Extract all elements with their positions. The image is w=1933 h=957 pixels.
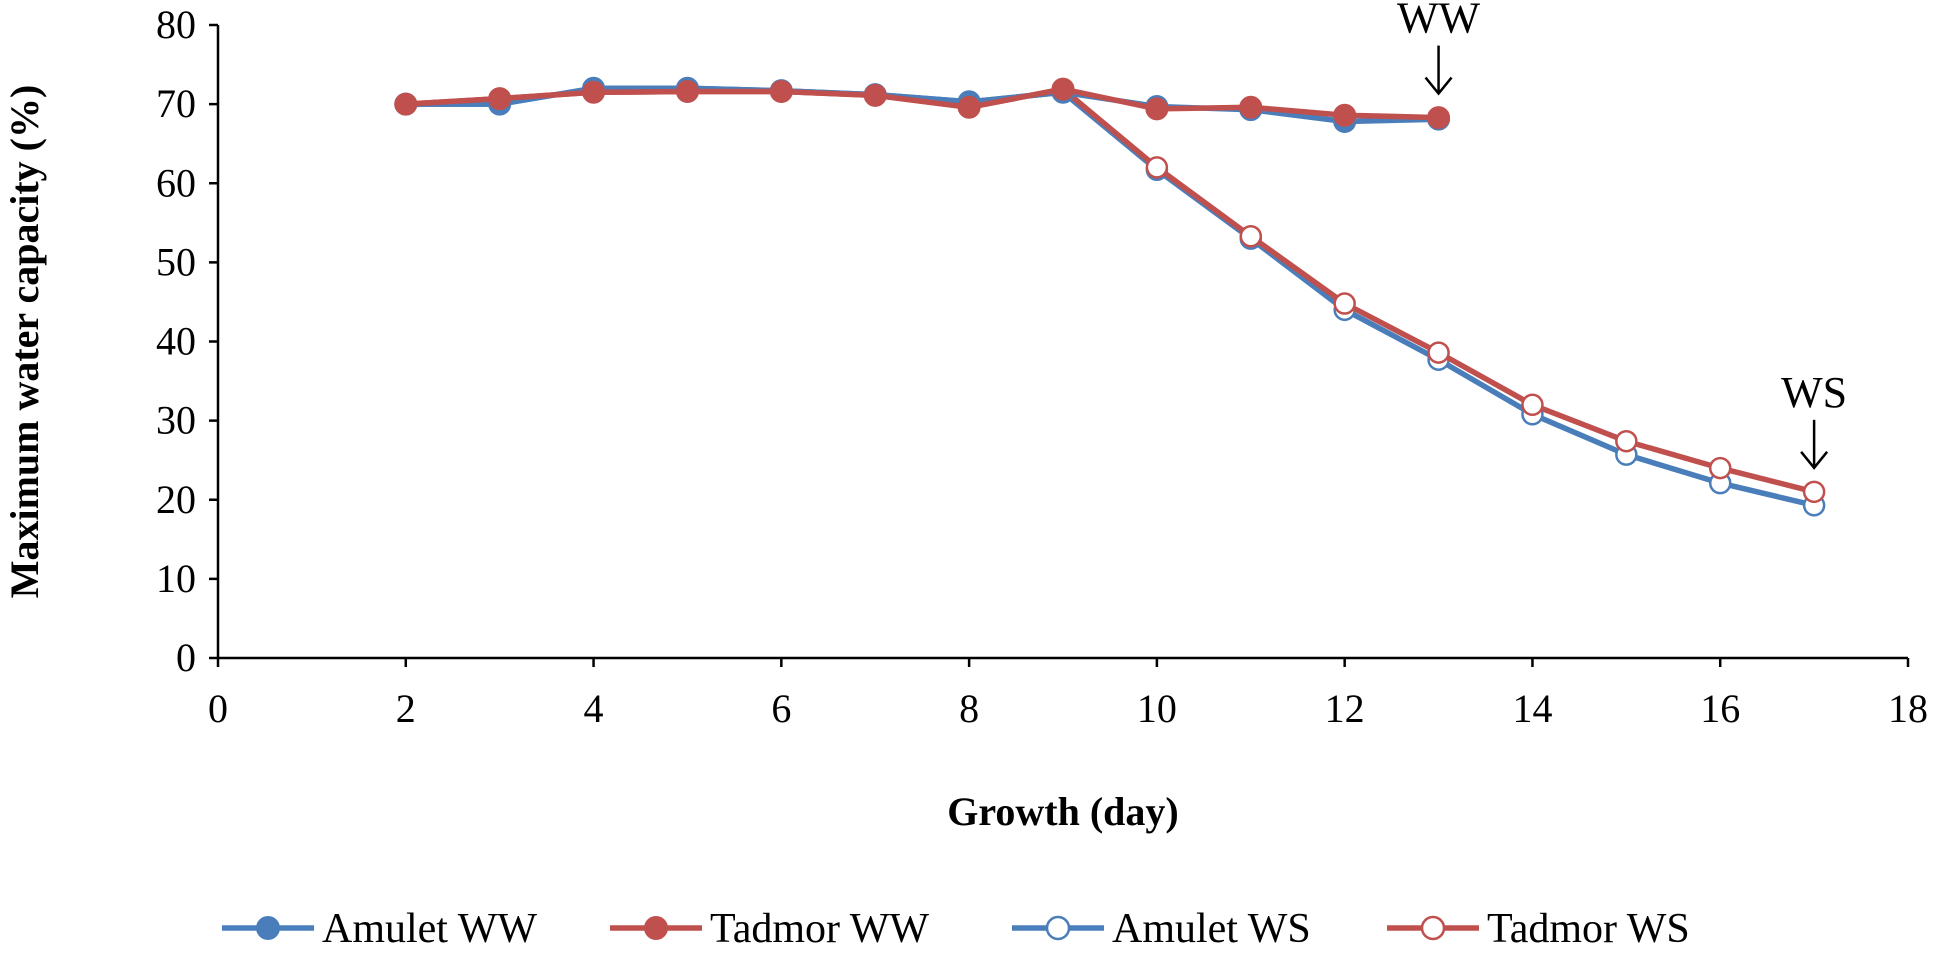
legend-item-tadmor-ws: Tadmor WS — [1387, 906, 1690, 952]
y-tick-label: 80 — [156, 2, 196, 47]
x-tick-label: 8 — [959, 686, 979, 731]
series-line — [405, 86, 1815, 495]
x-tick-label: 2 — [396, 686, 416, 731]
legend-item-amulet-ws: Amulet WS — [1012, 906, 1311, 952]
annotation-label: WW — [1397, 0, 1481, 43]
y-tick-label: 70 — [156, 81, 196, 126]
data-point — [1521, 393, 1544, 417]
data-point — [675, 79, 699, 103]
data-point — [394, 92, 418, 116]
legend-label: Amulet WS — [1112, 906, 1311, 952]
y-tick-label: 30 — [156, 398, 196, 443]
data-point — [1051, 77, 1075, 101]
x-tick-label: 4 — [584, 686, 604, 731]
y-tick-label: 50 — [156, 239, 196, 284]
x-tick-label: 14 — [1512, 686, 1552, 731]
annotation-label: WS — [1781, 368, 1847, 417]
y-axis-title: Maximum water capacity (%) — [2, 85, 47, 599]
legend-label: Tadmor WW — [710, 906, 929, 952]
plot-area — [394, 76, 1826, 517]
series-amulet-ww — [394, 76, 1451, 134]
data-point — [1239, 225, 1263, 248]
data-point — [1145, 156, 1169, 179]
axes: 0 10 20 30 40 50 60 70 80 0 2 4 6 8 10 12 14 16 18 — [156, 2, 1928, 731]
data-point — [1802, 480, 1826, 504]
data-point — [1427, 106, 1451, 130]
series-line — [405, 85, 1815, 508]
legend-item-tadmor-ww: Tadmor WW — [610, 906, 929, 952]
data-point — [769, 79, 793, 103]
annotation-ws: WS — [1781, 368, 1847, 470]
data-point — [1708, 456, 1732, 480]
annotation-ww: WW — [1397, 0, 1481, 96]
x-tick-label: 16 — [1700, 686, 1740, 731]
series-amulet-ws — [394, 77, 1826, 517]
data-point — [1615, 429, 1638, 453]
data-point — [1239, 95, 1263, 119]
y-tick-label: 40 — [156, 319, 196, 364]
x-tick-label: 12 — [1325, 686, 1365, 731]
arrow-head-icon — [1800, 451, 1829, 470]
series-line — [405, 86, 1439, 121]
data-point — [863, 83, 887, 107]
x-tick-label: 18 — [1888, 686, 1928, 731]
annotations: WW WS — [1397, 0, 1847, 470]
x-tick-label: 10 — [1137, 686, 1177, 731]
legend-marker — [256, 916, 280, 940]
legend-label: Amulet WW — [322, 906, 537, 952]
data-point — [488, 87, 512, 111]
legend-label: Tadmor WS — [1487, 906, 1690, 952]
data-point — [1145, 97, 1169, 121]
data-point — [1427, 341, 1450, 364]
arrow-head-icon — [1424, 76, 1453, 96]
legend-marker — [1420, 915, 1446, 941]
legend: Amulet WW Tadmor WW Amulet WS Tadmor WS — [222, 906, 1690, 952]
y-tick-label: 60 — [156, 160, 196, 205]
legend-item-amulet-ww: Amulet WW — [222, 906, 537, 952]
y-tick-label: 0 — [176, 635, 196, 680]
legend-marker — [1045, 915, 1071, 941]
data-point — [1333, 103, 1357, 127]
x-axis-title: Growth (day) — [947, 789, 1178, 834]
data-point — [957, 95, 981, 119]
series-tadmor-ws — [394, 77, 1826, 504]
data-point — [1333, 292, 1356, 315]
data-point — [582, 80, 606, 104]
y-tick-label: 10 — [156, 556, 196, 601]
y-tick-label: 20 — [156, 477, 196, 522]
x-tick-label: 6 — [771, 686, 791, 731]
x-tick-label: 0 — [208, 686, 228, 731]
series-tadmor-ww — [394, 77, 1451, 130]
legend-marker — [644, 916, 668, 940]
